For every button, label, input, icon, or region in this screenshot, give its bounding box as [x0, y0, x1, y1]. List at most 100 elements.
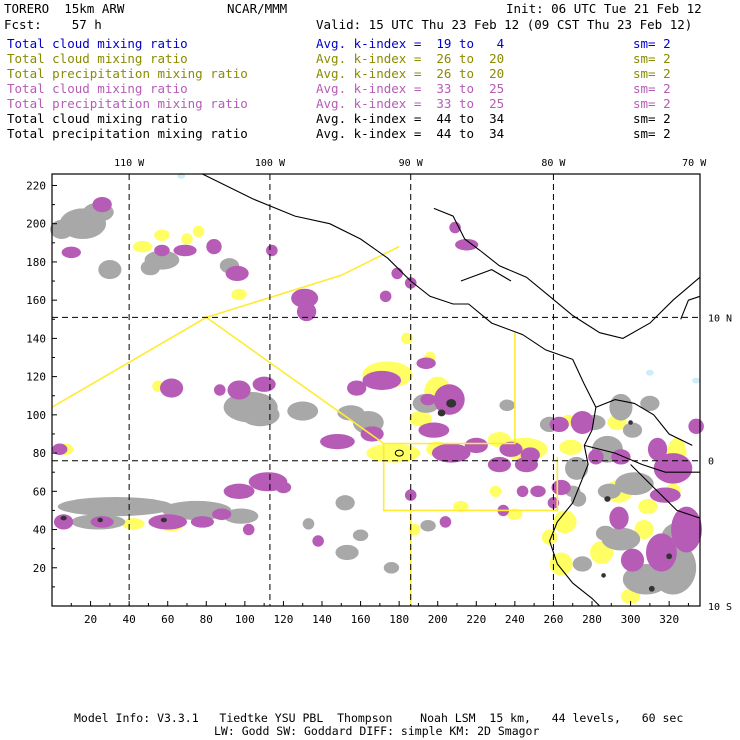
- organization: NCAR/MMM: [227, 1, 288, 16]
- yellow-blob-31: [453, 500, 469, 513]
- dark-blob-6: [628, 420, 633, 425]
- gray-blob-34: [420, 519, 436, 532]
- lat-label-1: 0: [708, 457, 714, 468]
- lat-label-0: 10 N: [708, 313, 732, 324]
- purple-blob-9: [404, 277, 417, 289]
- yellow-blob-21: [634, 519, 654, 540]
- purple-blob-58: [516, 485, 529, 498]
- purple-blob-22: [420, 393, 436, 406]
- border-peru: [630, 464, 701, 519]
- legend-kidx-3: Avg. k-index = 33 to 25: [316, 81, 505, 96]
- gray-blob-17: [640, 395, 660, 412]
- purple-blob-0: [92, 196, 112, 213]
- legend-kidx-1: Avg. k-index = 26 to 20: [316, 51, 505, 66]
- yellow-blob-28: [121, 518, 145, 530]
- purple-blob-14: [416, 357, 436, 369]
- yellow-blob-18: [638, 498, 658, 515]
- purple-blob-15: [252, 376, 276, 392]
- purple-blob-3: [173, 244, 197, 257]
- dark-blob-0: [60, 515, 67, 521]
- purple-blob-23: [320, 433, 355, 450]
- purple-blob-33: [549, 416, 569, 433]
- y-tick-label-9: 200: [26, 218, 46, 231]
- gray-blob-20: [597, 483, 621, 499]
- x-tick-label-9: 200: [428, 613, 448, 626]
- purple-blob-30: [514, 456, 539, 473]
- x-tick-label-12: 260: [543, 613, 563, 626]
- coast-venezuela: [680, 295, 701, 320]
- purple-blob-53: [242, 523, 255, 536]
- legend-field-3: Total cloud mixing ratio: [7, 81, 188, 96]
- yellow-blob-0: [132, 240, 153, 253]
- purple-blob-40: [647, 437, 668, 461]
- purple-blob-37: [645, 533, 677, 572]
- yellow-blob-33: [408, 523, 421, 536]
- gray-blob-32: [335, 495, 355, 511]
- yellow-blob-10: [366, 443, 421, 463]
- lon-label-2: 90 W: [399, 158, 424, 169]
- border-colombia: [595, 399, 693, 446]
- y-tick-label-7: 160: [26, 294, 46, 307]
- purple-blob-24: [360, 426, 384, 442]
- model-title: TORERO 15km ARW: [4, 1, 125, 16]
- lon-label-3: 80 W: [541, 158, 566, 169]
- y-tick-label-10: 220: [26, 179, 46, 192]
- valid-time: Valid: 15 UTC Thu 23 Feb 12 (09 CST Thu …: [316, 17, 693, 32]
- purple-blob-50: [148, 514, 188, 530]
- yellow-blob-2: [181, 233, 193, 245]
- dark-blob-9: [648, 585, 655, 592]
- purple-blob-51: [190, 516, 215, 528]
- purple-blob-20: [347, 380, 367, 396]
- dark-blob-5: [604, 496, 611, 502]
- border-honduras: [460, 268, 512, 282]
- purple-blob-54: [312, 535, 324, 547]
- legend-field-1: Total cloud mixing ratio: [7, 51, 188, 66]
- purple-blob-46: [223, 483, 255, 499]
- purple-blob-55: [439, 516, 452, 528]
- x-tick-label-5: 120: [273, 613, 293, 626]
- purple-blob-38: [620, 548, 645, 572]
- gray-blob-1: [50, 219, 74, 239]
- purple-blob-41: [611, 449, 631, 465]
- plot-frame: [51, 173, 701, 607]
- purple-blob-11: [455, 238, 479, 251]
- galapagos-islands: [394, 449, 404, 457]
- x-tick-label-4: 100: [235, 613, 255, 626]
- yellow-blob-5: [231, 288, 247, 301]
- footer-model-info: Model Info: V3.3.1 Tiedtke YSU PBL Thomp…: [74, 711, 684, 725]
- footer-physics-info: LW: Godd SW: Goddard DIFF: simple KM: 2D…: [214, 724, 540, 738]
- x-tick-label-11: 240: [505, 613, 525, 626]
- gray-blob-11: [337, 405, 365, 421]
- yellow-blob-8: [408, 411, 432, 427]
- yellow-blob-3: [192, 225, 205, 238]
- purple-blob-8: [379, 290, 392, 303]
- legend-field-6: Total precipitation mixing ratio: [7, 126, 248, 141]
- gray-blob-36: [383, 562, 400, 574]
- init-time: Init: 06 UTC Tue 21 Feb 12: [506, 1, 702, 16]
- dark-blob-3: [446, 399, 457, 408]
- purple-blob-44: [530, 485, 546, 498]
- y-tick-label-6: 140: [26, 332, 46, 345]
- legend-kidx-0: Avg. k-index = 19 to 4: [316, 36, 505, 51]
- lon-label-1: 100 W: [255, 158, 286, 169]
- purple-blob-61: [51, 443, 68, 455]
- legend-sm-6: sm= 2: [633, 126, 671, 141]
- coast-caribbean: [433, 207, 701, 339]
- gray-blob-5: [140, 260, 161, 276]
- region-line-north: [51, 245, 400, 408]
- gray-blob-35: [335, 544, 359, 561]
- x-tick-label-10: 220: [466, 613, 486, 626]
- legend-kidx-5: Avg. k-index = 44 to 34: [316, 111, 505, 126]
- purple-blob-47: [275, 481, 292, 494]
- purple-blob-18: [213, 384, 226, 396]
- dark-blob-4: [437, 409, 446, 417]
- gray-blob-21: [564, 456, 589, 480]
- y-tick-label-1: 40: [33, 524, 46, 537]
- lat-label-2: 10 S: [708, 602, 732, 613]
- purple-blob-49: [90, 516, 114, 528]
- purple-blob-6: [291, 288, 319, 308]
- purple-blob-43: [551, 479, 571, 496]
- gray-blob-27: [595, 525, 616, 542]
- yellow-blob-1: [154, 229, 170, 241]
